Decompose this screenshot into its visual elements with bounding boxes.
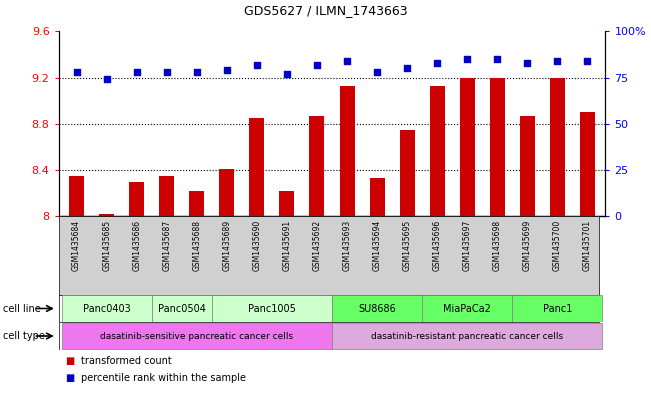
Point xyxy=(312,62,322,68)
Bar xyxy=(400,130,415,216)
Bar xyxy=(152,295,212,322)
Bar xyxy=(62,295,152,322)
Point xyxy=(582,58,592,64)
Bar xyxy=(519,116,535,216)
Bar xyxy=(332,323,602,349)
Text: GSM1435684: GSM1435684 xyxy=(72,220,81,271)
Text: transformed count: transformed count xyxy=(81,356,172,366)
Bar xyxy=(309,116,324,216)
Text: ■: ■ xyxy=(65,373,74,383)
Point xyxy=(191,69,202,75)
Bar xyxy=(430,86,445,216)
Point xyxy=(372,69,382,75)
Text: GSM1435686: GSM1435686 xyxy=(132,220,141,271)
Bar xyxy=(422,295,512,322)
Point xyxy=(161,69,172,75)
Point xyxy=(102,76,112,83)
Bar xyxy=(512,295,602,322)
Text: GSM1435693: GSM1435693 xyxy=(342,220,352,271)
Bar xyxy=(62,323,332,349)
Text: GSM1435692: GSM1435692 xyxy=(312,220,322,271)
Point xyxy=(552,58,562,64)
Point xyxy=(72,69,82,75)
Bar xyxy=(159,176,174,216)
Bar xyxy=(219,169,234,216)
Point xyxy=(402,65,412,72)
Text: cell type: cell type xyxy=(3,331,45,341)
Text: Panc1005: Panc1005 xyxy=(248,303,296,314)
Point xyxy=(252,62,262,68)
Text: GSM1435701: GSM1435701 xyxy=(583,220,592,271)
Point xyxy=(221,67,232,73)
Text: GSM1435687: GSM1435687 xyxy=(162,220,171,271)
Point xyxy=(342,58,352,64)
Text: dasatinib-resistant pancreatic cancer cells: dasatinib-resistant pancreatic cancer ce… xyxy=(371,332,563,340)
Text: GSM1435699: GSM1435699 xyxy=(523,220,532,271)
Bar xyxy=(370,178,385,216)
Text: ■: ■ xyxy=(65,356,74,366)
Point xyxy=(132,69,142,75)
Point xyxy=(282,71,292,77)
Bar xyxy=(332,295,422,322)
Bar xyxy=(189,191,204,216)
Bar xyxy=(69,176,84,216)
Text: SU8686: SU8686 xyxy=(358,303,396,314)
Text: GSM1435698: GSM1435698 xyxy=(493,220,502,271)
Text: GDS5627 / ILMN_1743663: GDS5627 / ILMN_1743663 xyxy=(243,4,408,17)
Text: MiaPaCa2: MiaPaCa2 xyxy=(443,303,491,314)
Text: GSM1435694: GSM1435694 xyxy=(372,220,381,271)
Bar xyxy=(99,214,114,216)
Text: GSM1435700: GSM1435700 xyxy=(553,220,562,271)
Point xyxy=(492,56,503,62)
Point xyxy=(522,60,533,66)
Bar xyxy=(340,86,355,216)
Text: GSM1435695: GSM1435695 xyxy=(402,220,411,271)
Bar xyxy=(490,78,505,216)
Text: Panc1: Panc1 xyxy=(543,303,572,314)
Text: GSM1435690: GSM1435690 xyxy=(253,220,262,271)
Text: GSM1435689: GSM1435689 xyxy=(223,220,231,271)
Bar xyxy=(129,182,145,216)
Text: GSM1435685: GSM1435685 xyxy=(102,220,111,271)
Bar xyxy=(460,78,475,216)
Text: dasatinib-sensitive pancreatic cancer cells: dasatinib-sensitive pancreatic cancer ce… xyxy=(100,332,294,340)
Bar xyxy=(580,112,595,216)
Text: cell line: cell line xyxy=(3,303,41,314)
Text: GSM1435696: GSM1435696 xyxy=(433,220,441,271)
Bar xyxy=(212,295,332,322)
Point xyxy=(462,56,473,62)
Point xyxy=(432,60,443,66)
Text: GSM1435691: GSM1435691 xyxy=(283,220,292,271)
Text: GSM1435697: GSM1435697 xyxy=(463,220,472,271)
Bar xyxy=(249,118,264,216)
Bar xyxy=(550,78,565,216)
Bar xyxy=(279,191,294,216)
Text: GSM1435688: GSM1435688 xyxy=(192,220,201,271)
Text: Panc0504: Panc0504 xyxy=(158,303,206,314)
Text: Panc0403: Panc0403 xyxy=(83,303,131,314)
Text: percentile rank within the sample: percentile rank within the sample xyxy=(81,373,246,383)
